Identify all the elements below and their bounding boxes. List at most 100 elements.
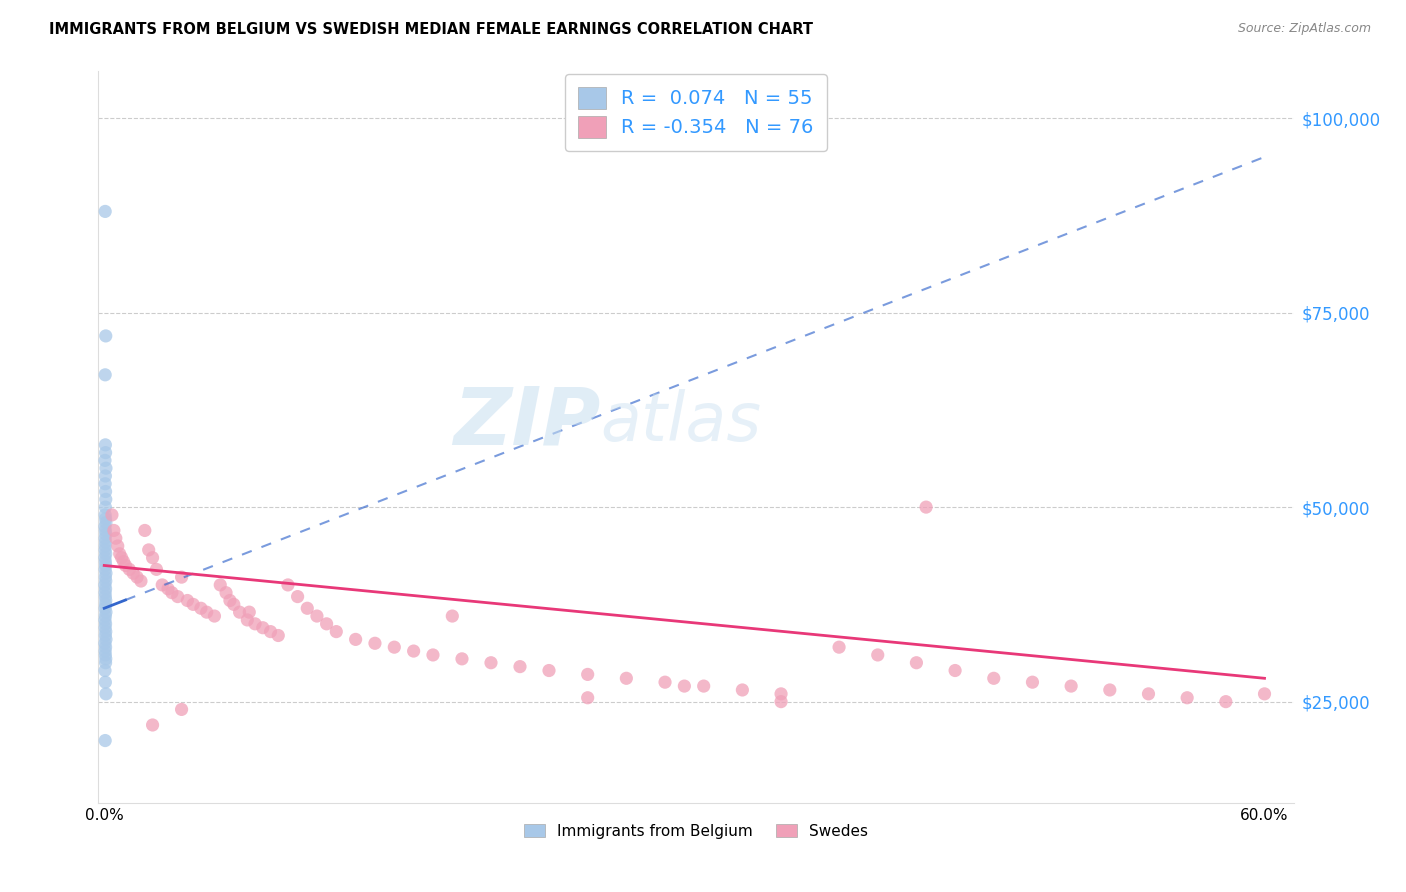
- Point: [402, 644, 425, 658]
- Point: [112, 555, 135, 569]
- Point: [654, 675, 676, 690]
- Point: [107, 539, 129, 553]
- Point: [94, 445, 117, 459]
- Point: [238, 605, 260, 619]
- Point: [181, 598, 204, 612]
- Point: [94, 605, 117, 619]
- Point: [479, 656, 502, 670]
- Point: [94, 519, 117, 533]
- Point: [1137, 687, 1160, 701]
- Point: [94, 512, 117, 526]
- Point: [94, 616, 117, 631]
- Text: Source: ZipAtlas.com: Source: ZipAtlas.com: [1237, 22, 1371, 36]
- Point: [94, 461, 117, 475]
- Point: [94, 550, 117, 565]
- Point: [195, 605, 218, 619]
- Point: [94, 613, 117, 627]
- Point: [103, 524, 125, 538]
- Point: [94, 531, 117, 545]
- Point: [94, 624, 117, 639]
- Point: [94, 648, 117, 662]
- Point: [94, 621, 117, 635]
- Point: [94, 601, 117, 615]
- Point: [138, 542, 160, 557]
- Point: [228, 605, 250, 619]
- Point: [94, 500, 117, 515]
- Point: [364, 636, 387, 650]
- Point: [94, 644, 117, 658]
- Point: [134, 524, 156, 538]
- Point: [243, 616, 266, 631]
- Point: [1060, 679, 1083, 693]
- Point: [451, 652, 474, 666]
- Point: [104, 531, 127, 545]
- Point: [94, 329, 117, 343]
- Point: [770, 687, 793, 701]
- Point: [170, 570, 193, 584]
- Point: [305, 609, 328, 624]
- Point: [441, 609, 464, 624]
- Point: [866, 648, 889, 662]
- Point: [94, 508, 117, 522]
- Point: [94, 566, 117, 581]
- Point: [94, 542, 117, 557]
- Point: [1021, 675, 1043, 690]
- Point: [828, 640, 851, 655]
- Point: [101, 508, 124, 522]
- Point: [94, 516, 117, 530]
- Point: [94, 578, 117, 592]
- Point: [94, 558, 117, 573]
- Point: [614, 671, 637, 685]
- Legend: Immigrants from Belgium, Swedes: Immigrants from Belgium, Swedes: [516, 816, 876, 847]
- Point: [422, 648, 444, 662]
- Point: [94, 593, 117, 607]
- Point: [94, 628, 117, 642]
- Point: [94, 539, 117, 553]
- Point: [277, 578, 299, 592]
- Point: [344, 632, 367, 647]
- Point: [94, 492, 117, 507]
- Point: [94, 204, 117, 219]
- Point: [94, 368, 117, 382]
- Point: [108, 547, 131, 561]
- Point: [94, 570, 117, 584]
- Point: [325, 624, 347, 639]
- Point: [94, 652, 117, 666]
- Point: [673, 679, 696, 693]
- Point: [94, 574, 117, 588]
- Point: [1175, 690, 1198, 705]
- Point: [94, 527, 117, 541]
- Point: [297, 601, 319, 615]
- Point: [731, 683, 754, 698]
- Point: [905, 656, 928, 670]
- Point: [287, 590, 309, 604]
- Point: [983, 671, 1005, 685]
- Point: [94, 609, 117, 624]
- Point: [122, 566, 145, 581]
- Point: [94, 438, 117, 452]
- Point: [915, 500, 938, 515]
- Point: [509, 659, 531, 673]
- Point: [94, 582, 117, 596]
- Point: [94, 585, 117, 599]
- Point: [94, 733, 117, 747]
- Point: [157, 582, 180, 596]
- Point: [219, 593, 242, 607]
- Point: [170, 702, 193, 716]
- Point: [94, 524, 117, 538]
- Point: [94, 598, 117, 612]
- Point: [943, 664, 966, 678]
- Point: [94, 636, 117, 650]
- Point: [770, 695, 793, 709]
- Point: [94, 590, 117, 604]
- Point: [1215, 695, 1237, 709]
- Point: [94, 535, 117, 549]
- Point: [693, 679, 716, 693]
- Point: [94, 484, 117, 499]
- Point: [94, 476, 117, 491]
- Point: [204, 609, 226, 624]
- Point: [94, 632, 117, 647]
- Point: [94, 675, 117, 690]
- Point: [94, 555, 117, 569]
- Point: [236, 613, 259, 627]
